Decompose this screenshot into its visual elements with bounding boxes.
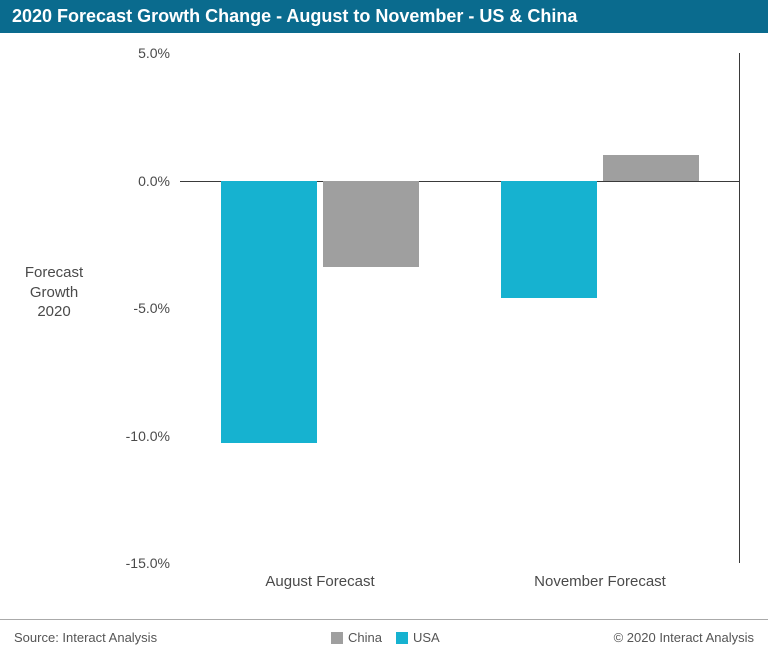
legend-label: China [348, 630, 382, 645]
bar-nov-usa [501, 181, 597, 298]
copyright-text: © 2020 Interact Analysis [614, 630, 754, 645]
source-text: Source: Interact Analysis [14, 630, 157, 645]
plot-region: 5.0%0.0%-5.0%-10.0%-15.0%August Forecast… [180, 53, 740, 563]
legend-item-usa: USA [396, 630, 440, 645]
y-tick-label: 0.0% [138, 173, 170, 189]
chart-title-bar: 2020 Forecast Growth Change - August to … [0, 0, 768, 33]
legend-label: USA [413, 630, 440, 645]
x-category-label: November Forecast [534, 573, 666, 590]
y-tick-label: 5.0% [138, 45, 170, 61]
x-category-label: August Forecast [265, 573, 374, 590]
legend: China USA [331, 630, 440, 645]
bar-aug-china [323, 181, 419, 268]
bar-nov-china [603, 155, 699, 181]
legend-swatch-china [331, 632, 343, 644]
y-tick-label: -10.0% [126, 428, 170, 444]
legend-item-china: China [331, 630, 382, 645]
chart-title: 2020 Forecast Growth Change - August to … [12, 6, 577, 26]
y-axis-label: Forecast Growth 2020 [14, 263, 94, 322]
chart-area: Forecast Growth 2020 5.0%0.0%-5.0%-10.0%… [0, 33, 768, 608]
y-tick-label: -5.0% [133, 300, 170, 316]
bar-aug-usa [221, 181, 317, 444]
y-tick-label: -15.0% [126, 555, 170, 571]
legend-swatch-usa [396, 632, 408, 644]
chart-footer: Source: Interact Analysis China USA © 202… [0, 619, 768, 655]
